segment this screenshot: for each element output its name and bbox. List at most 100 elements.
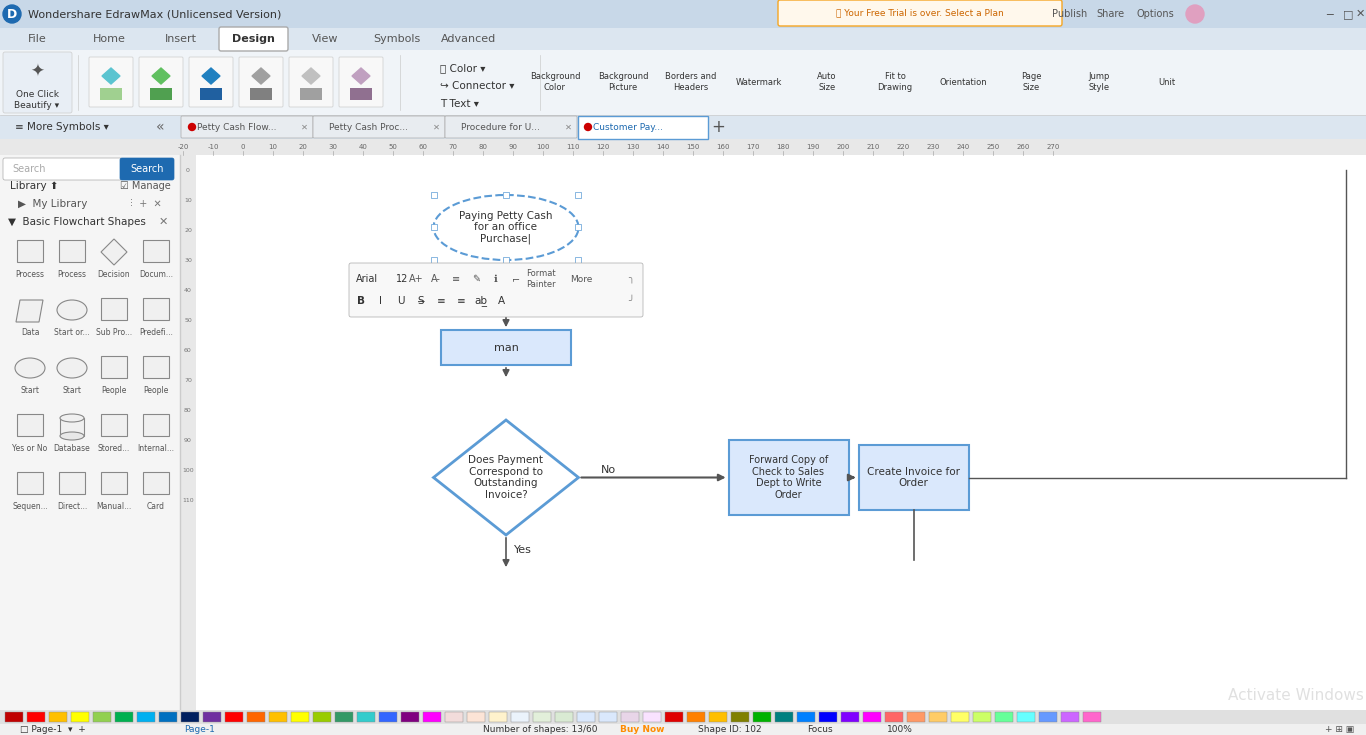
Text: No: No [601, 465, 616, 475]
Text: 50: 50 [184, 318, 191, 323]
FancyBboxPatch shape [348, 263, 643, 317]
FancyBboxPatch shape [60, 418, 83, 436]
Text: Page-1: Page-1 [184, 725, 216, 734]
FancyBboxPatch shape [143, 298, 169, 320]
Text: Options: Options [1137, 9, 1173, 19]
Text: Home: Home [93, 34, 126, 44]
Ellipse shape [60, 432, 83, 440]
FancyBboxPatch shape [0, 155, 180, 710]
FancyBboxPatch shape [775, 712, 794, 722]
Text: 🛒 Your Free Trial is over. Select a Plan: 🛒 Your Free Trial is over. Select a Plan [836, 9, 1004, 18]
FancyBboxPatch shape [1018, 712, 1035, 722]
Text: 110: 110 [567, 144, 579, 150]
Text: Start: Start [20, 385, 40, 395]
Text: Petty Cash Proc...: Petty Cash Proc... [329, 123, 408, 132]
Text: Library ⬆: Library ⬆ [10, 181, 59, 191]
FancyBboxPatch shape [445, 116, 576, 138]
FancyBboxPatch shape [269, 712, 287, 722]
FancyBboxPatch shape [301, 88, 322, 100]
Text: ≡: ≡ [456, 296, 466, 306]
Text: +: + [712, 118, 725, 136]
FancyBboxPatch shape [779, 0, 1061, 26]
FancyBboxPatch shape [0, 28, 1366, 50]
Text: 100: 100 [182, 467, 194, 473]
Text: Watermark: Watermark [736, 77, 783, 87]
FancyBboxPatch shape [432, 192, 437, 198]
Text: ╮: ╮ [628, 274, 634, 284]
Text: 80: 80 [478, 144, 488, 150]
FancyBboxPatch shape [533, 712, 550, 722]
Text: 140: 140 [656, 144, 669, 150]
Text: 200: 200 [836, 144, 850, 150]
FancyBboxPatch shape [3, 158, 122, 180]
Text: Stored...: Stored... [98, 443, 130, 453]
Polygon shape [101, 239, 127, 265]
FancyBboxPatch shape [335, 712, 352, 722]
FancyBboxPatch shape [576, 712, 596, 722]
FancyBboxPatch shape [93, 712, 111, 722]
FancyBboxPatch shape [951, 712, 968, 722]
Text: Unit: Unit [1158, 77, 1176, 87]
Text: Decision: Decision [98, 270, 130, 279]
Polygon shape [16, 300, 42, 322]
FancyBboxPatch shape [0, 710, 1366, 724]
Text: Start or...: Start or... [55, 328, 90, 337]
FancyBboxPatch shape [27, 712, 45, 722]
Circle shape [585, 123, 591, 131]
FancyBboxPatch shape [994, 712, 1014, 722]
FancyBboxPatch shape [182, 712, 199, 722]
FancyBboxPatch shape [101, 298, 127, 320]
FancyBboxPatch shape [511, 712, 529, 722]
Text: 190: 190 [806, 144, 820, 150]
FancyBboxPatch shape [59, 472, 85, 494]
Circle shape [3, 5, 20, 23]
FancyBboxPatch shape [402, 712, 419, 722]
Text: Orientation: Orientation [940, 77, 986, 87]
Text: 150: 150 [686, 144, 699, 150]
Text: □ Page-1  ▾  +: □ Page-1 ▾ + [20, 725, 86, 734]
Text: More: More [570, 274, 593, 284]
Polygon shape [202, 68, 220, 84]
Polygon shape [102, 68, 120, 84]
Text: Shape ID: 102: Shape ID: 102 [698, 725, 762, 734]
Polygon shape [152, 68, 169, 84]
Text: 30: 30 [184, 257, 193, 262]
Text: ≡ More Symbols ▾: ≡ More Symbols ▾ [15, 122, 109, 132]
Text: Focus: Focus [807, 725, 833, 734]
Text: ─: ─ [1326, 9, 1333, 19]
Text: 250: 250 [986, 144, 1000, 150]
FancyBboxPatch shape [0, 50, 1366, 115]
FancyBboxPatch shape [423, 712, 441, 722]
FancyBboxPatch shape [139, 57, 183, 107]
Ellipse shape [57, 358, 87, 378]
Text: A: A [497, 296, 504, 306]
Text: Background
Picture: Background Picture [598, 72, 649, 92]
Text: Forward Copy of
Check to Sales
Dept to Write
Order: Forward Copy of Check to Sales Dept to W… [749, 455, 828, 500]
Text: 50: 50 [388, 144, 398, 150]
Text: Data: Data [20, 328, 40, 337]
FancyBboxPatch shape [575, 257, 581, 263]
FancyBboxPatch shape [16, 472, 42, 494]
Text: 100: 100 [537, 144, 549, 150]
Text: □: □ [1343, 9, 1354, 19]
FancyBboxPatch shape [3, 52, 72, 113]
FancyBboxPatch shape [643, 712, 661, 722]
Text: 40: 40 [358, 144, 367, 150]
Text: ✦: ✦ [30, 63, 44, 81]
FancyBboxPatch shape [665, 712, 683, 722]
Text: 100%: 100% [887, 725, 912, 734]
Text: 210: 210 [866, 144, 880, 150]
FancyBboxPatch shape [49, 712, 67, 722]
Text: ℹ: ℹ [494, 274, 497, 284]
Text: Design: Design [232, 34, 275, 44]
FancyBboxPatch shape [101, 472, 127, 494]
Text: 170: 170 [746, 144, 759, 150]
FancyBboxPatch shape [204, 712, 221, 722]
FancyBboxPatch shape [143, 414, 169, 436]
Text: ↪ Connector ▾: ↪ Connector ▾ [440, 81, 515, 91]
FancyBboxPatch shape [158, 712, 178, 722]
FancyBboxPatch shape [313, 712, 331, 722]
Text: ab̲: ab̲ [474, 295, 488, 306]
Text: ⌐: ⌐ [512, 274, 520, 284]
Polygon shape [352, 68, 370, 84]
